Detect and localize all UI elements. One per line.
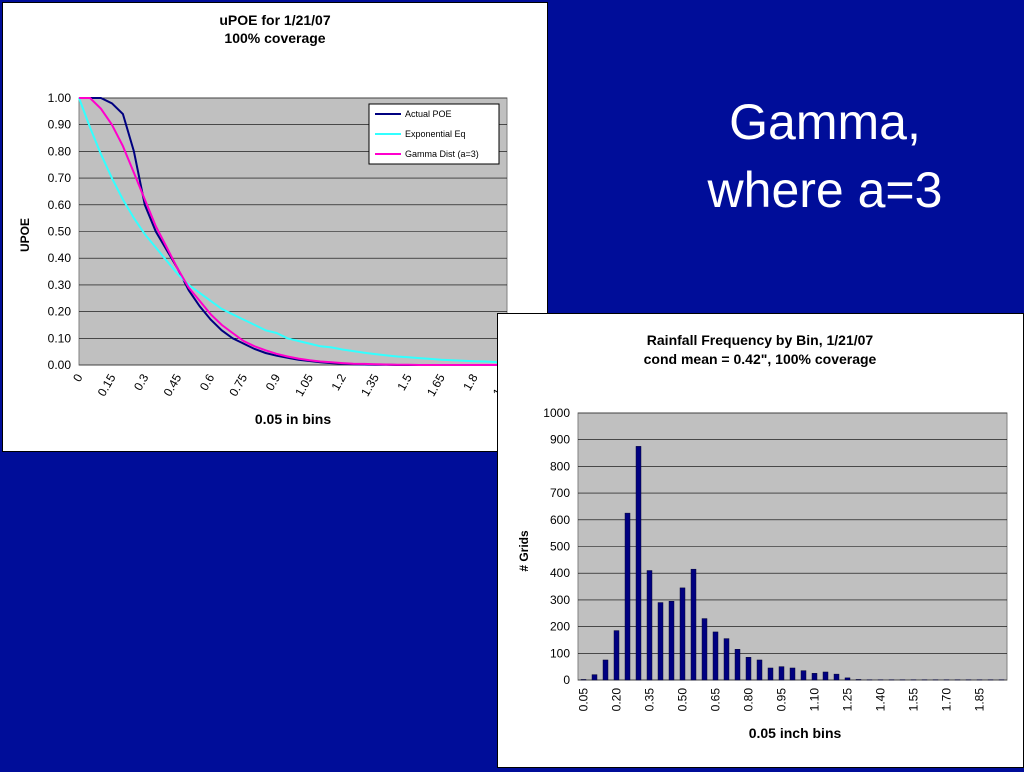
slide-title-line2: where a=3 (690, 156, 960, 224)
rainfall-bar (812, 673, 817, 680)
chart2-y-tick-label: 600 (550, 513, 570, 527)
chart1-x-tick-label: 0.15 (95, 371, 119, 399)
chart1-x-tick-label: 1.8 (460, 371, 481, 393)
chart2-x-tick-label: 0.65 (709, 688, 723, 712)
rainfall-bar (757, 660, 762, 680)
chart2-y-tick-label: 1000 (543, 406, 570, 420)
chart2-y-tick-label: 0 (563, 673, 570, 687)
rainfall-bar (603, 660, 608, 680)
chart1-y-tick-label: 0.00 (48, 358, 72, 372)
chart2-y-tick-label: 800 (550, 459, 570, 473)
chart1-x-tick-label: 1.5 (394, 371, 415, 393)
chart2-y-tick-label: 400 (550, 566, 570, 580)
chart1-x-tick-label: 0.9 (263, 371, 284, 393)
chart2-x-tick-label: 1.55 (907, 688, 921, 712)
chart1-x-tick-label: 0.3 (131, 371, 152, 393)
chart1-y-tick-label: 0.20 (48, 305, 72, 319)
rainfall-bar (779, 667, 784, 680)
chart2-x-tick-label: 0.95 (775, 688, 789, 712)
chart1-x-tick-label: 1.35 (358, 371, 382, 399)
chart1-ylabel: UPOE (18, 218, 32, 252)
rainfall-bar-chart: Rainfall Frequency by Bin, 1/21/07 cond … (498, 314, 1023, 767)
chart1-y-tick-label: 0.40 (48, 251, 72, 265)
chart1-y-tick-label: 0.60 (48, 198, 72, 212)
chart1-title: uPOE for 1/21/07 (219, 12, 330, 28)
chart2-x-tick-label: 1.85 (973, 688, 987, 712)
chart2-ylabel: # Grids (517, 530, 531, 572)
chart1-x-tick-label: 0.45 (161, 371, 185, 399)
chart2-x-tick-label: 1.70 (940, 688, 954, 712)
chart2-x-tick-label: 0.80 (742, 688, 756, 712)
chart2-x-tick-label: 1.40 (874, 688, 888, 712)
chart2-xlabel: 0.05 inch bins (749, 725, 842, 741)
legend-exponential-label: Exponential Eq (405, 129, 466, 139)
chart1-y-tick-label: 0.10 (48, 331, 72, 345)
chart2-y-tick-label: 300 (550, 593, 570, 607)
chart1-x-tick-label: 0 (70, 371, 86, 384)
chart1-x-tick-label: 1.2 (329, 371, 350, 393)
rainfall-bar (713, 632, 718, 680)
rainfall-bar (834, 674, 839, 680)
chart2-x-tick-label: 1.10 (808, 688, 822, 712)
chart2-x-tick-label: 0.20 (610, 688, 624, 712)
rainfall-bar (746, 657, 751, 680)
chart1-x-tick-label: 1.65 (424, 371, 448, 399)
rainfall-bar (823, 672, 828, 680)
rainfall-bar (790, 668, 795, 680)
rainfall-bar (625, 513, 630, 680)
chart2-x-tick-label: 0.50 (676, 688, 690, 712)
chart1-x-tick-label: 0.6 (197, 371, 218, 393)
chart2-y-tick-label: 100 (550, 646, 570, 660)
legend-gamma-label: Gamma Dist (a=3) (405, 149, 479, 159)
rainfall-bar (856, 679, 861, 680)
chart1-y-tick-label: 0.90 (48, 118, 72, 132)
slide-title-line1: Gamma, (690, 88, 960, 156)
chart2-x-tick-label: 0.35 (643, 688, 657, 712)
rainfall-bar (636, 446, 641, 680)
rainfall-bar (647, 571, 652, 680)
rainfall-bar (581, 679, 586, 680)
chart1-legend: Actual POE Exponential Eq Gamma Dist (a=… (369, 104, 499, 164)
rainfall-bar (680, 588, 685, 680)
chart1-y-tick-label: 0.70 (48, 171, 72, 185)
chart2-x-tick-label: 1.25 (841, 688, 855, 712)
chart1-x-tick-label: 1.05 (292, 371, 316, 399)
chart1-xlabel: 0.05 in bins (255, 411, 331, 427)
rainfall-chart-panel: Rainfall Frequency by Bin, 1/21/07 cond … (497, 313, 1024, 768)
rainfall-bar (724, 639, 729, 680)
chart2-title: Rainfall Frequency by Bin, 1/21/07 (647, 332, 874, 348)
rainfall-bar (669, 601, 674, 680)
chart2-x-tick-label: 0.05 (577, 688, 591, 712)
chart2-y-tick-label: 500 (550, 540, 570, 554)
rainfall-bar (845, 678, 850, 680)
rainfall-bar (702, 619, 707, 680)
upoe-line-chart: uPOE for 1/21/07 100% coverage 0.00 0.10 0… (3, 3, 547, 451)
chart2-subtitle: cond mean = 0.42", 100% coverage (644, 351, 877, 367)
chart1-y-tick-label: 1.00 (48, 91, 72, 105)
slide-title: Gamma, where a=3 (690, 88, 960, 224)
rainfall-bar (691, 569, 696, 680)
upoe-chart-panel: uPOE for 1/21/07 100% coverage 0.00 0.10 0… (2, 2, 548, 452)
chart1-y-tick-label: 0.80 (48, 144, 72, 158)
chart2-y-tick-label: 200 (550, 620, 570, 634)
chart1-x-tick-label: 0.75 (226, 371, 250, 399)
rainfall-bar (658, 603, 663, 680)
rainfall-bar (614, 631, 619, 680)
rainfall-bar (735, 649, 740, 680)
rainfall-bar (801, 671, 806, 680)
rainfall-bar (768, 668, 773, 680)
chart2-y-tick-label: 700 (550, 486, 570, 500)
chart1-subtitle: 100% coverage (224, 30, 325, 46)
legend-actual-label: Actual POE (405, 109, 452, 119)
chart2-y-tick-label: 900 (550, 433, 570, 447)
chart1-y-tick-label: 0.30 (48, 278, 72, 292)
chart1-y-tick-label: 0.50 (48, 225, 72, 239)
rainfall-bar (592, 675, 597, 680)
